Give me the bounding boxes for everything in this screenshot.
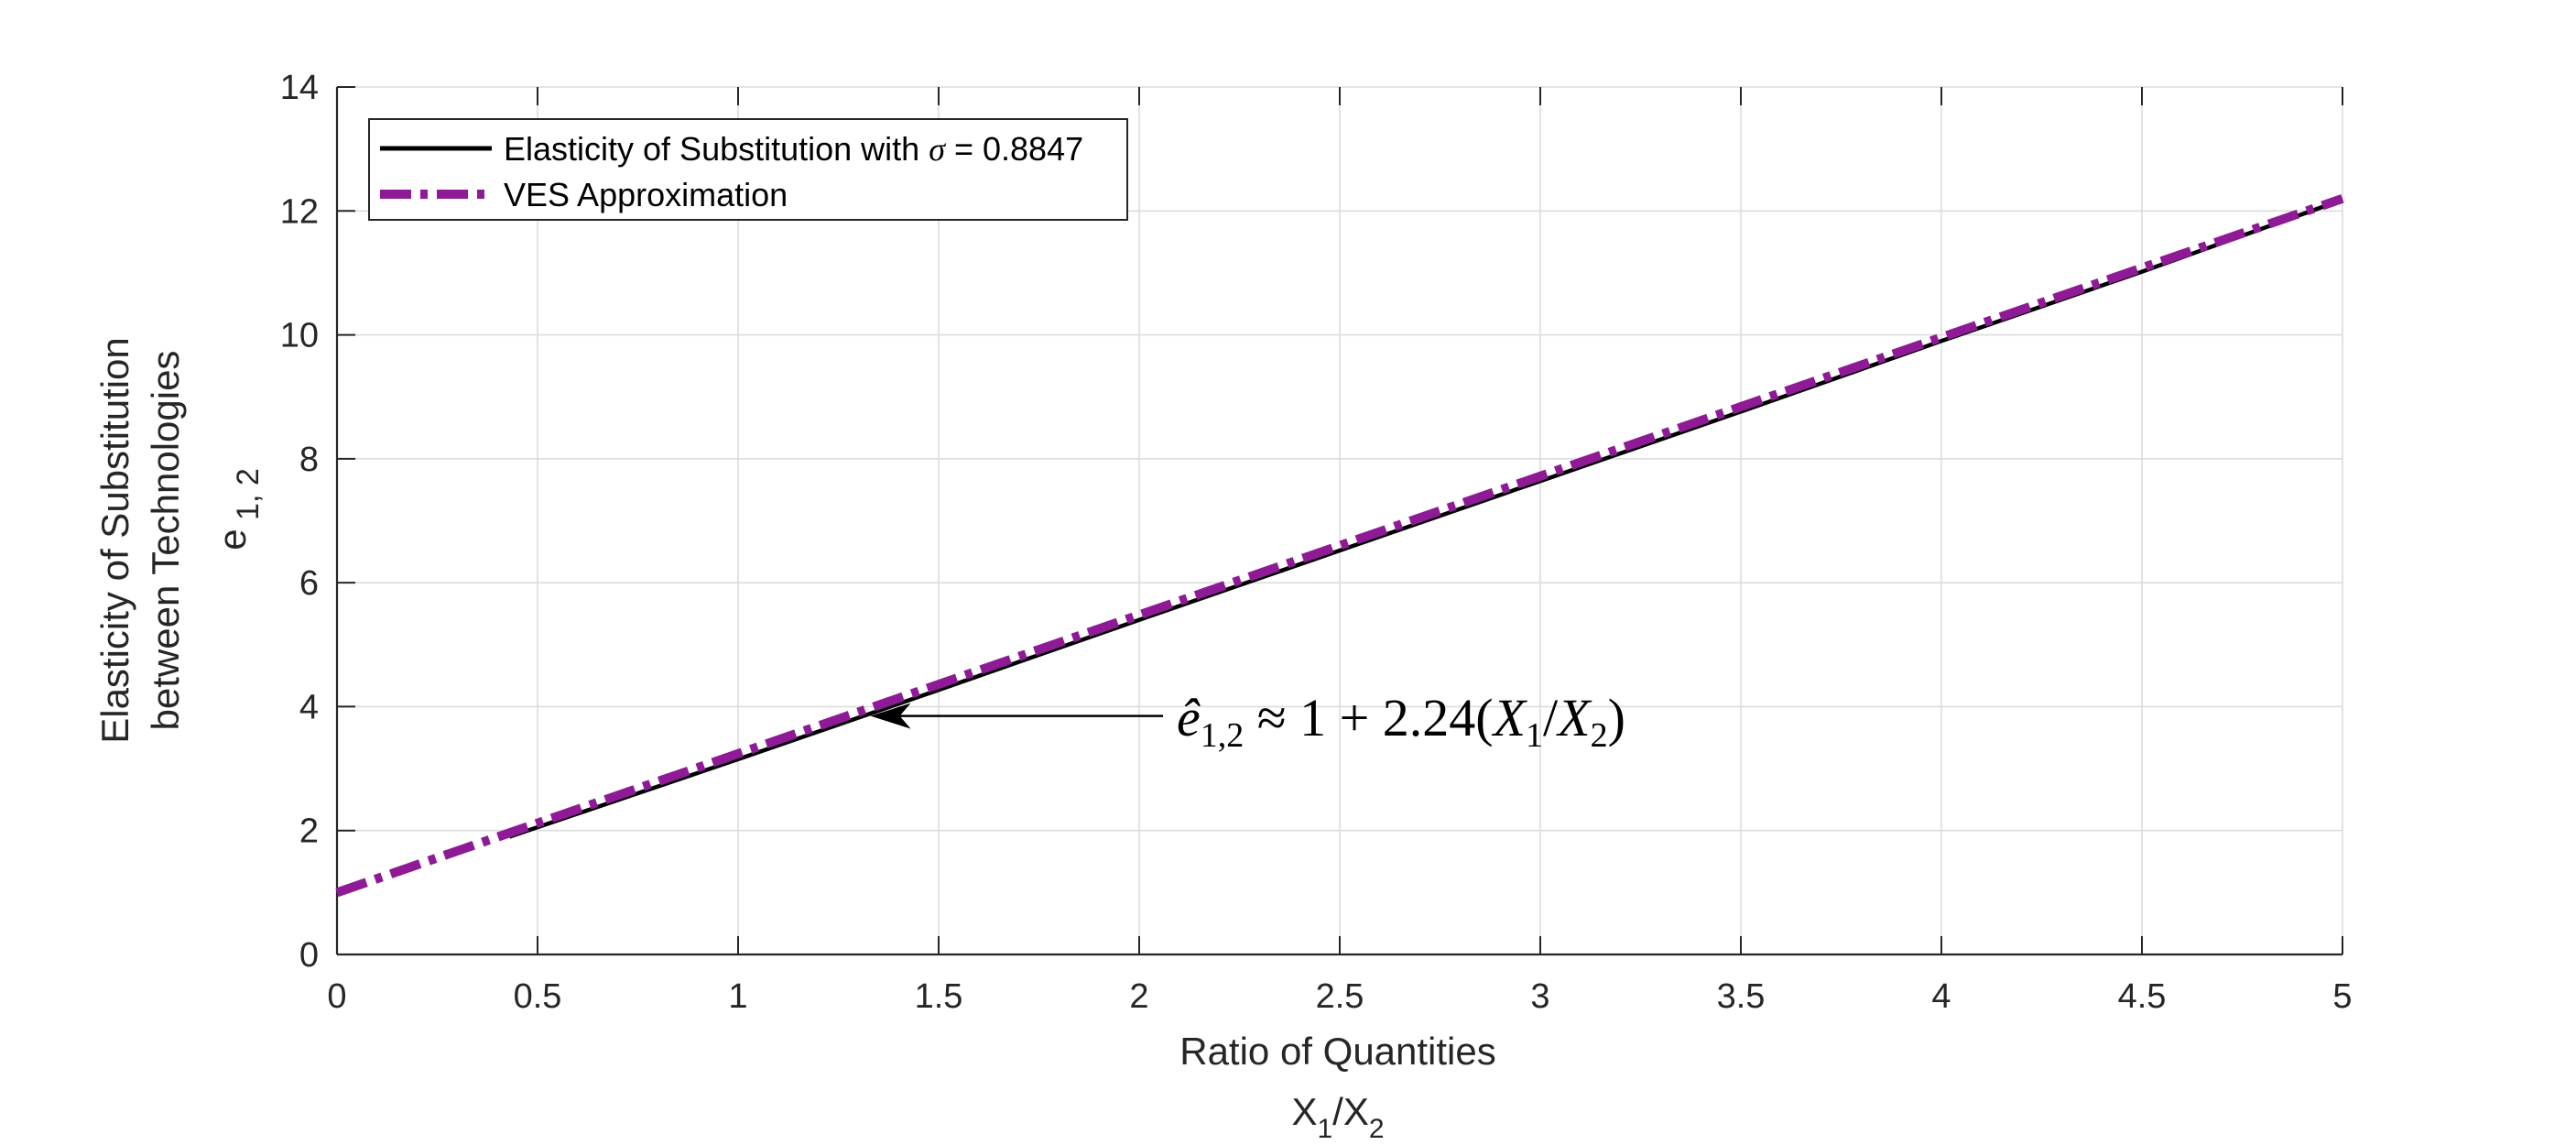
legend-label-ves: VES Approximation bbox=[504, 176, 788, 213]
annotation-text: ê1,2 ≈ 1 + 2.24(X1/X2) bbox=[1177, 688, 1625, 755]
annotation: ê1,2 ≈ 1 + 2.24(X1/X2) bbox=[870, 688, 1625, 755]
x-tick-label: 4.5 bbox=[2118, 977, 2167, 1016]
x-tick-label: 0.5 bbox=[514, 977, 562, 1016]
x-axis-label: Ratio of Quantities bbox=[1179, 1030, 1496, 1073]
x-tick-label: 2.5 bbox=[1316, 977, 1364, 1016]
y-tick-label: 2 bbox=[299, 812, 319, 851]
legend-box bbox=[368, 118, 1128, 221]
y-axis-label-group-3: e 1, 2 bbox=[211, 468, 266, 551]
y-axis-label-line1: Elasticity of Substitution bbox=[93, 337, 136, 744]
x-tick-label: 4 bbox=[1931, 977, 1951, 1016]
x-tick-label: 3 bbox=[1530, 977, 1549, 1016]
grid bbox=[336, 86, 2343, 955]
x-tick-label: 0 bbox=[327, 977, 346, 1016]
y-tick-label: 0 bbox=[299, 936, 319, 975]
axes: 0 0.5 1 1.5 2 2.5 3 3.5 4 4.5 5 0 2 4 6 8 10 12 14 bbox=[280, 69, 2353, 1016]
x-tick-label: 1 bbox=[728, 977, 747, 1016]
y-axis-label-group: Elasticity of Substitution bbox=[93, 337, 136, 744]
y-axis-label-line2: between Technologies bbox=[144, 351, 187, 731]
legend: Elasticity of Substitution with σ = 0.88… bbox=[368, 118, 1128, 221]
y-tick-label: 8 bbox=[299, 441, 319, 479]
y-tick-label: 14 bbox=[280, 69, 319, 107]
y-tick-label: 6 bbox=[299, 564, 319, 603]
x-tick-label: 5 bbox=[2332, 977, 2352, 1016]
y-tick-label: 4 bbox=[299, 688, 319, 726]
series-layer bbox=[335, 194, 2344, 898]
series-line-ves-approximation bbox=[335, 194, 2344, 898]
y-tick-label: 12 bbox=[280, 192, 319, 231]
x-tick-label: 1.5 bbox=[915, 977, 963, 1016]
legend-label-elasticity: Elasticity of Substitution with σ = 0.88… bbox=[504, 130, 1083, 168]
x-tick-label: 3.5 bbox=[1717, 977, 1766, 1016]
annotation-arrowhead bbox=[870, 703, 911, 729]
y-tick-label: 10 bbox=[280, 317, 319, 355]
x-tick-label: 2 bbox=[1129, 977, 1148, 1016]
y-axis-label-group-2: between Technologies bbox=[144, 351, 187, 731]
y-axis-label-line3: e 1, 2 bbox=[211, 468, 266, 551]
